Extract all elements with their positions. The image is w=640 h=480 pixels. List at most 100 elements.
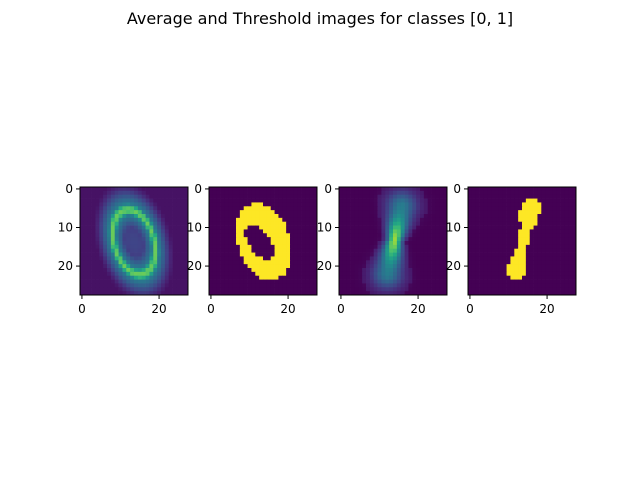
heatmap-cell xyxy=(568,214,573,219)
heatmap-cell xyxy=(369,206,375,211)
heatmap-cell xyxy=(537,279,542,284)
heatmap-cell xyxy=(435,241,440,246)
heatmap-cell xyxy=(243,225,248,230)
heatmap-cell xyxy=(518,233,523,238)
heatmap-cell xyxy=(354,233,359,238)
heatmap-cell xyxy=(510,202,515,207)
heatmap-cell xyxy=(263,248,268,253)
heatmap-cell xyxy=(91,271,96,277)
heatmap-cell xyxy=(389,244,394,250)
heatmap-cell xyxy=(369,287,375,292)
heatmap-cell xyxy=(346,202,351,207)
heatmap-cell xyxy=(263,233,268,238)
heatmap-cell xyxy=(475,291,480,296)
heatmap-cell xyxy=(416,233,421,238)
heatmap-cell xyxy=(168,264,173,269)
heatmap-cell xyxy=(157,229,162,234)
heatmap-cell xyxy=(274,244,279,250)
heatmap-cell xyxy=(243,275,248,280)
heatmap-cell xyxy=(232,271,237,277)
heatmap-cell xyxy=(103,268,108,273)
heatmap-cell xyxy=(209,244,214,250)
heatmap-cell xyxy=(309,214,314,219)
heatmap-cell xyxy=(479,271,484,277)
heatmap-cell xyxy=(514,244,519,250)
heatmap-cell xyxy=(107,233,112,238)
heatmap-cell xyxy=(118,214,123,219)
heatmap-cell xyxy=(141,202,146,207)
heatmap-cell xyxy=(420,217,425,223)
heatmap-cell xyxy=(495,206,500,211)
heatmap-cell xyxy=(180,221,185,226)
heatmap-cell xyxy=(420,206,425,211)
heatmap-cell xyxy=(420,190,425,196)
heatmap-cell xyxy=(408,264,413,269)
heatmap-cell xyxy=(263,256,268,261)
heatmap-cell xyxy=(373,248,378,253)
heatmap-cell xyxy=(491,198,496,203)
heatmap-cell xyxy=(301,229,306,234)
heatmap-cell xyxy=(525,287,531,292)
heatmap-cell xyxy=(483,198,488,203)
heatmap-cell xyxy=(212,260,218,265)
heatmap-cell xyxy=(161,252,166,257)
heatmap-cell xyxy=(572,233,577,238)
heatmap-cell xyxy=(443,271,448,277)
heatmap-cell xyxy=(491,187,496,192)
heatmap-cell xyxy=(552,206,558,211)
heatmap-cell xyxy=(468,225,473,230)
heatmap-cell xyxy=(80,214,85,219)
heatmap-cell xyxy=(232,229,237,234)
heatmap-cell xyxy=(471,264,477,269)
heatmap-cell xyxy=(342,264,348,269)
heatmap-cell xyxy=(483,210,488,215)
heatmap-cell xyxy=(145,244,150,250)
heatmap-cell xyxy=(274,233,279,238)
heatmap-cell xyxy=(498,271,504,277)
heatmap-cell xyxy=(487,210,492,215)
heatmap-cell xyxy=(572,214,577,219)
heatmap-cell xyxy=(297,217,302,223)
heatmap-cell xyxy=(479,237,484,242)
heatmap-cell xyxy=(118,279,123,284)
heatmap-cell xyxy=(251,190,256,196)
heatmap-cell xyxy=(224,260,229,265)
heatmap-cell xyxy=(282,241,287,246)
heatmap-cell xyxy=(91,260,96,265)
heatmap-cell xyxy=(435,202,440,207)
heatmap-cell xyxy=(495,248,500,253)
heatmap-cell xyxy=(263,252,268,257)
heatmap-cell xyxy=(537,271,542,277)
y-tick-label: 0 xyxy=(453,182,461,196)
heatmap-cell xyxy=(396,248,402,253)
heatmap-cell xyxy=(137,194,143,199)
heatmap-cell xyxy=(552,256,558,261)
heatmap-cell xyxy=(396,194,402,199)
heatmap-cell xyxy=(122,271,127,277)
heatmap-cell xyxy=(342,210,348,215)
heatmap-cell xyxy=(495,275,500,280)
heatmap-cell xyxy=(255,264,260,269)
heatmap-cell xyxy=(176,268,181,273)
heatmap-cell xyxy=(263,264,268,269)
heatmap-cell xyxy=(420,264,425,269)
heatmap-cell xyxy=(297,237,302,242)
heatmap-cell xyxy=(408,252,413,257)
heatmap-cell xyxy=(172,225,177,230)
heatmap-cell xyxy=(471,198,477,203)
heatmap-cell xyxy=(427,190,432,196)
heatmap-cell xyxy=(339,217,344,223)
heatmap-cell xyxy=(297,275,302,280)
heatmap-cell xyxy=(216,194,221,199)
heatmap-cell xyxy=(468,256,473,261)
heatmap-cell xyxy=(134,221,139,226)
heatmap-cell xyxy=(475,206,480,211)
heatmap-cell xyxy=(91,252,96,257)
heatmap-cell xyxy=(342,233,348,238)
heatmap-cell xyxy=(400,194,405,199)
heatmap-cell xyxy=(369,210,375,215)
heatmap-cell xyxy=(412,241,417,246)
heatmap-cell xyxy=(541,187,546,192)
heatmap-cell xyxy=(134,279,139,284)
heatmap-cell xyxy=(228,190,233,196)
